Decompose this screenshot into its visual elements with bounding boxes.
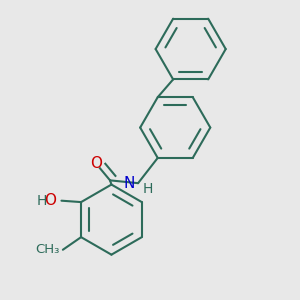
Text: O: O: [44, 193, 56, 208]
Text: N: N: [124, 176, 135, 191]
Text: O: O: [90, 156, 102, 171]
Text: H: H: [143, 182, 153, 196]
Text: H: H: [37, 194, 47, 208]
Text: CH₃: CH₃: [36, 243, 60, 256]
